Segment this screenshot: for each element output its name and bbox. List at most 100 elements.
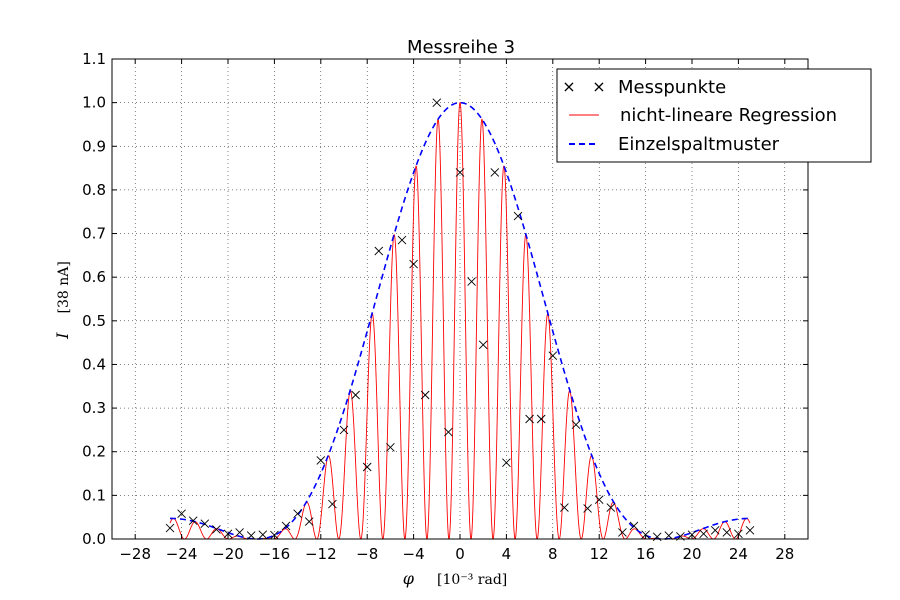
x-tick-label: −12 [305,545,337,563]
x-tick-label: 12 [590,545,609,563]
data-point [710,525,720,535]
data-point-stroke [571,420,581,429]
data-point [328,499,337,509]
data-point-stroke [467,277,476,286]
x-tick-label: −20 [212,545,244,563]
y-tick-label: 0.5 [82,312,106,330]
y-tick-label: 1.0 [82,94,106,112]
data-point-stroke [525,414,534,424]
data-point-stroke [618,528,627,537]
data-point [246,531,256,540]
data-point [432,98,442,107]
x-tick-label: 24 [729,545,748,563]
data-point [397,235,407,245]
data-point [536,414,546,424]
y-axis-symbol: I [53,332,72,340]
data-point-stroke [223,529,233,539]
data-point [386,443,395,452]
data-point-stroke [200,519,210,529]
data-point [188,516,198,525]
x-tick-label: 0 [455,545,465,563]
data-point [745,525,755,535]
data-point [664,531,674,540]
data-point [594,495,604,505]
data-point [699,529,708,539]
data-point [200,519,210,529]
data-point [571,420,581,429]
y-tick-label: 0.2 [82,443,106,461]
y-tick-label: 0.9 [82,137,106,155]
x-tick-label: −16 [259,545,291,563]
data-point [374,246,384,256]
y-tick-label: 0.7 [82,225,106,243]
data-point-stroke [722,528,732,537]
y-tick-label: 0.0 [82,530,106,548]
data-point [304,517,314,526]
data-point-stroke [629,521,639,531]
data-point-stroke [734,529,743,539]
data-point-stroke [177,509,186,519]
x-axis-symbol: φ [403,569,415,588]
data-point [560,503,569,512]
data-point [618,528,627,537]
y-tick-label: 0.4 [82,355,106,373]
data-point-stroke [188,516,198,525]
x-axis-label: φ [10⁻³ rad] [403,569,508,588]
data-point-stroke [362,462,372,472]
data-point [420,390,430,400]
data-point-stroke [212,525,221,534]
data-point-stroke [316,456,326,465]
y-tick-label: 0.6 [82,268,106,286]
x-tick-label: 16 [636,545,655,563]
data-point [258,530,268,539]
data-point-stroke [444,427,453,437]
data-point [293,509,302,519]
data-point [525,414,534,424]
data-point-stroke [699,529,708,539]
x-tick-label: −8 [356,545,378,563]
legend-label-envelope: Einzelspaltmuster [618,134,780,155]
y-tick-label: 0.1 [82,486,106,504]
x-tick-label: 20 [682,545,701,563]
data-point [629,521,639,531]
data-point-stroke [235,528,244,537]
ticks: −28 −24 −20 −16 −12 −8 −4 0 4 8 12 16 20 24 28 0.0 0.1 0.… [82,50,808,563]
data-point-stroke [664,531,674,540]
data-point-stroke [536,414,546,424]
data-point-stroke [560,503,569,512]
y-tick-label: 1.1 [82,50,106,68]
data-point-stroke [420,390,430,400]
data-point [606,503,616,512]
data-point-stroke [455,168,465,177]
x-tick-label: −4 [403,545,425,563]
data-point-stroke [258,530,268,539]
data-point-stroke [165,523,175,533]
data-point-stroke [293,509,302,519]
data-point [339,425,349,435]
data-point [583,504,592,513]
legend: × × Messpunkte nicht-lineare Regression … [556,68,872,163]
data-point [316,456,326,465]
data-point [165,523,175,533]
data-point-stroke [281,521,291,531]
x-tick-label: 4 [502,545,512,563]
data-point [351,390,360,400]
data-point-stroke [502,458,511,467]
chart-title: Messreihe 3 [407,37,515,58]
x-axis-unit: [10⁻³ rad] [437,572,507,588]
data-point [212,525,221,534]
y-tick-label: 0.3 [82,399,106,417]
data-point-stroke [374,246,384,256]
legend-marker-1a: × [562,77,575,96]
data-point-stroke [594,495,604,505]
y-axis-label: I [38 nA] [53,261,72,340]
data-point-stroke [432,98,442,107]
x-tick-label: −24 [166,545,198,563]
data-point-stroke [328,499,337,509]
legend-label-regression: nicht-lineare Regression [620,105,837,126]
data-point-stroke [339,425,349,435]
data-point [177,509,186,519]
data-point-stroke [513,211,523,221]
data-point-stroke [548,351,558,361]
y-axis-unit: [38 nA] [56,261,72,313]
